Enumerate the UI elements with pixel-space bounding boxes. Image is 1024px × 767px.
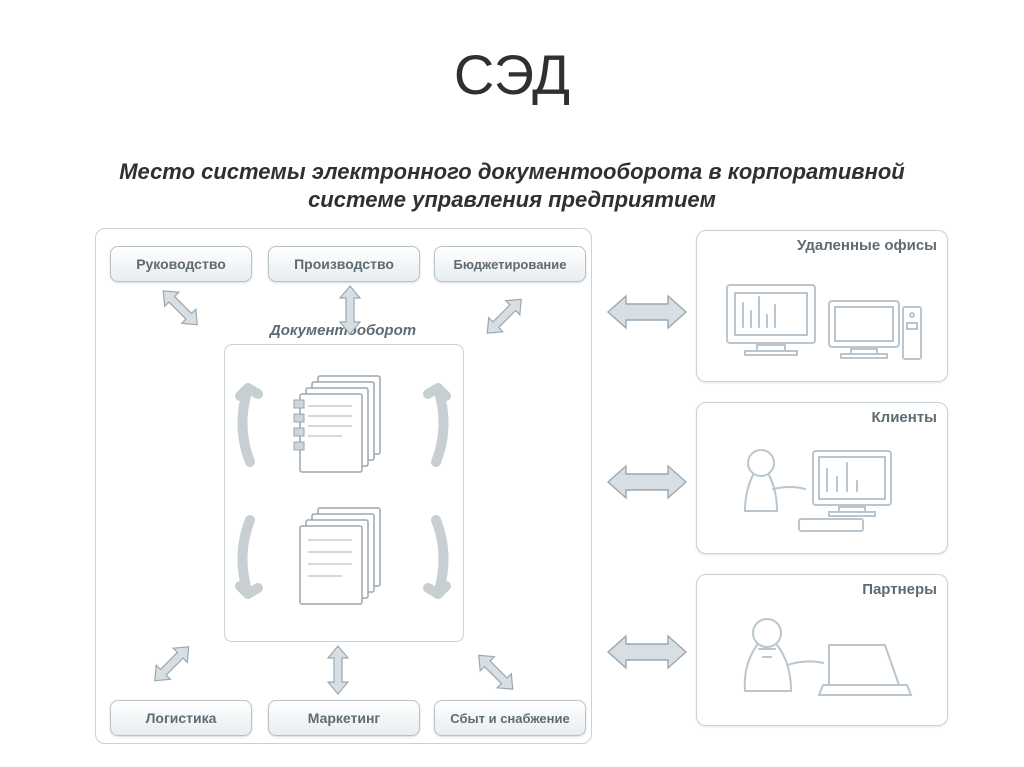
dept-label: Логистика bbox=[146, 710, 217, 726]
computers-icon bbox=[717, 267, 927, 371]
ext-card-label: Партнеры bbox=[862, 581, 937, 598]
ext-card-partners: Партнеры bbox=[696, 574, 948, 726]
ext-card-label: Клиенты bbox=[872, 409, 937, 426]
arrow-icon bbox=[604, 452, 690, 512]
ext-card-label: Удаленные офисы bbox=[797, 237, 937, 254]
person-pc-icon bbox=[717, 433, 927, 545]
curved-arrow-icon bbox=[416, 372, 456, 472]
doc-stack-icon bbox=[290, 498, 400, 608]
ext-card-clients: Клиенты bbox=[696, 402, 948, 554]
curved-arrow-icon bbox=[230, 510, 270, 610]
dept-label: Производство bbox=[294, 256, 394, 272]
ext-card-remote: Удаленные офисы bbox=[696, 230, 948, 382]
dept-label: Руководство bbox=[136, 256, 226, 272]
dept-prod: Производство bbox=[268, 246, 420, 282]
page-root: СЭД Место системы электронного документо… bbox=[0, 0, 1024, 767]
curved-arrow-icon bbox=[230, 372, 270, 472]
arrow-icon bbox=[604, 622, 690, 682]
curved-arrow-icon bbox=[416, 510, 456, 610]
doc-stack-icon bbox=[290, 366, 400, 476]
arrow-icon bbox=[314, 640, 374, 700]
dept-sales: Сбыт и снабжение bbox=[434, 700, 586, 736]
person-laptop-icon bbox=[717, 605, 927, 717]
dept-label: Бюджетирование bbox=[454, 257, 567, 272]
dept-marketing: Маркетинг bbox=[268, 700, 420, 736]
arrow-icon bbox=[604, 282, 690, 342]
page-title: СЭД bbox=[0, 42, 1024, 107]
arrow-icon bbox=[314, 280, 374, 340]
dept-label: Маркетинг bbox=[308, 710, 381, 726]
page-subtitle: Место системы электронного документообор… bbox=[0, 158, 1024, 214]
dept-label: Сбыт и снабжение bbox=[450, 711, 569, 726]
dept-budget: Бюджетирование bbox=[434, 246, 586, 282]
